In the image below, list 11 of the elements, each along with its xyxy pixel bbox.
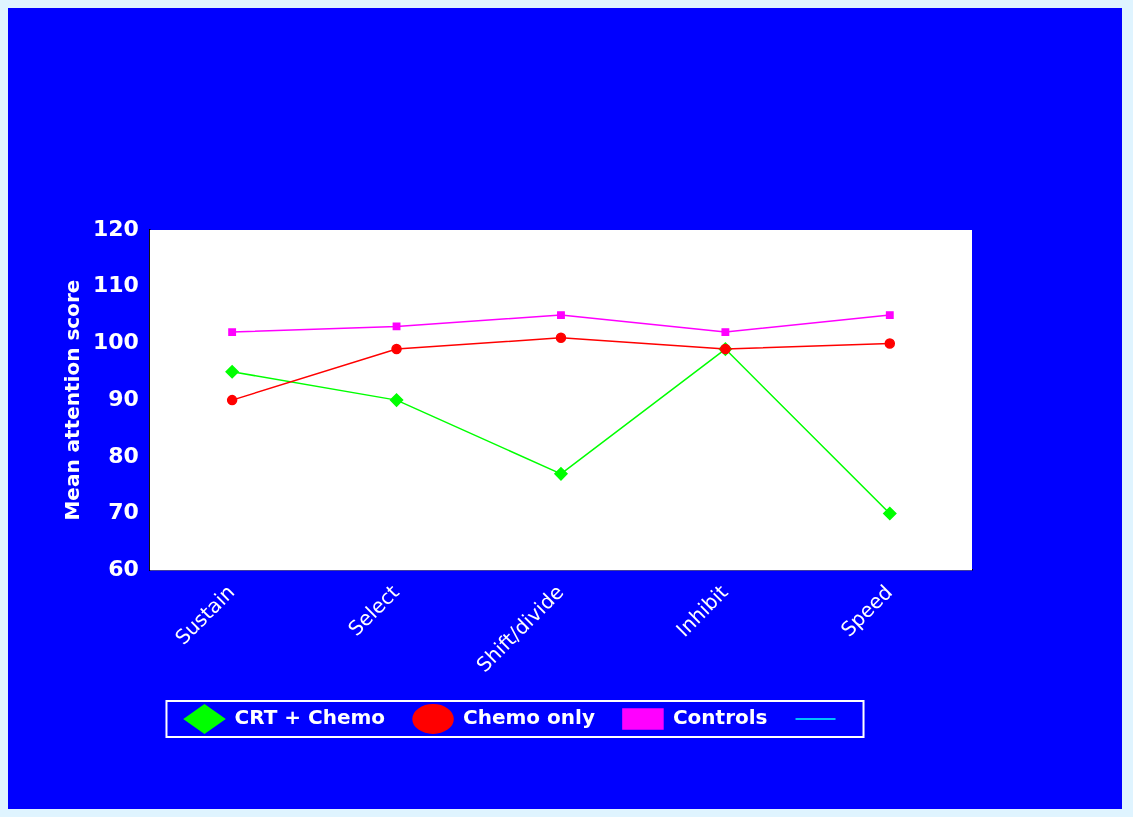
y-tick-label: 120 [92, 215, 139, 241]
legend-label: CRT + Chemo [234, 705, 386, 730]
legend-label: Controls [672, 705, 768, 730]
y-tick-label: 90 [108, 385, 139, 411]
y-tick-label: 80 [108, 442, 139, 468]
y-tick-label: 60 [108, 555, 139, 581]
y-tick-label: 70 [108, 499, 139, 525]
y-axis-title: Mean attention score [60, 279, 85, 521]
legend-label: Chemo only [463, 705, 595, 730]
y-tick-label: 110 [92, 272, 139, 298]
y-tick-label: 100 [92, 329, 139, 355]
